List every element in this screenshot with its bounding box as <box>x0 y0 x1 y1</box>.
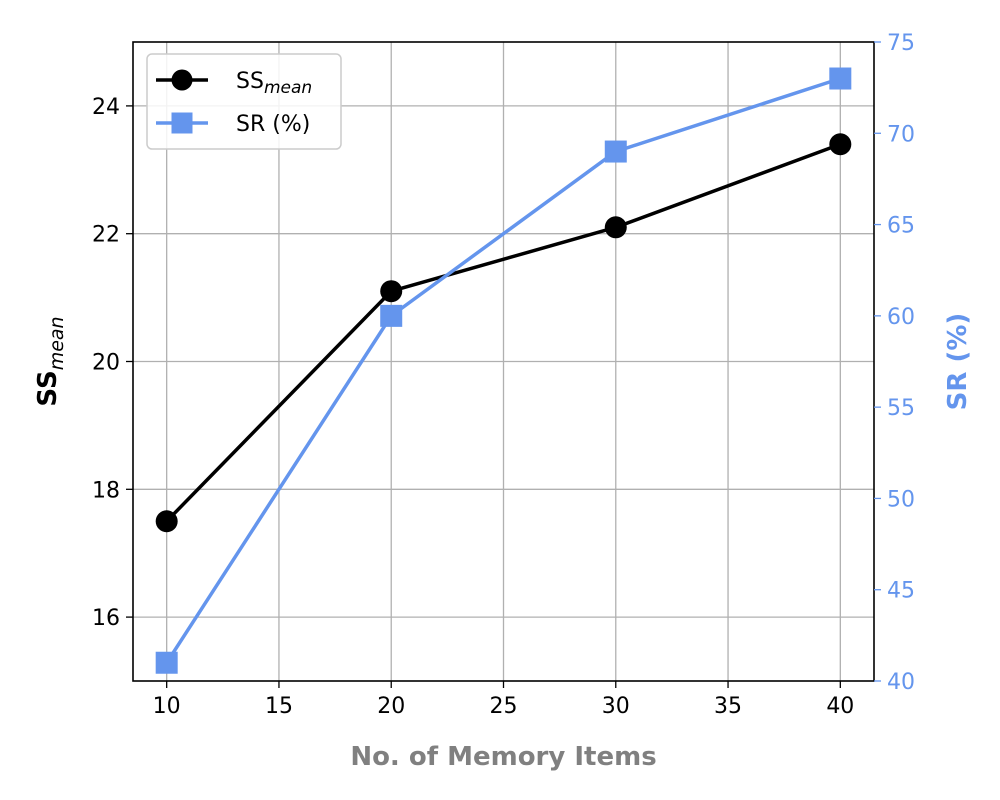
left-tick-label: 18 <box>92 478 120 503</box>
x-axis-ticks: 10 15 20 25 30 35 40 <box>153 681 854 719</box>
series-line-0 <box>165 142 841 523</box>
right-tick-label: 45 <box>887 579 915 604</box>
right-axis-title: SR (%) <box>943 313 973 411</box>
legend-ss-label: SSmean <box>236 69 312 98</box>
x-tick-label: 15 <box>265 694 293 719</box>
legend-ss-marker <box>171 69 193 91</box>
series-point-0 <box>829 133 852 156</box>
legend-sr-marker <box>171 112 193 134</box>
left-axis-ticks: 16 18 20 22 24 <box>92 95 133 631</box>
series-line-1 <box>165 76 841 664</box>
x-tick-label: 35 <box>714 694 742 719</box>
right-tick-label: 55 <box>887 396 915 421</box>
x-axis-title: No. of Memory Items <box>350 742 656 772</box>
right-tick-label: 65 <box>887 214 915 239</box>
x-tick-label: 20 <box>377 694 405 719</box>
right-tick-label: 75 <box>887 31 915 56</box>
series-point-1 <box>829 67 852 90</box>
series-point-1 <box>380 304 403 327</box>
series-point-1 <box>155 651 178 674</box>
right-tick-label: 60 <box>887 305 915 330</box>
series-point-0 <box>380 280 403 303</box>
legend-sr-label: SR (%) <box>236 112 310 137</box>
series-point-0 <box>604 216 627 239</box>
x-tick-label: 40 <box>826 694 854 719</box>
left-tick-label: 24 <box>92 95 120 120</box>
legend-box <box>146 53 342 150</box>
x-tick-label: 25 <box>490 694 518 719</box>
series-layer <box>155 67 852 674</box>
left-tick-label: 20 <box>92 351 120 376</box>
left-tick-label: 16 <box>92 606 120 631</box>
right-tick-label: 70 <box>887 122 915 147</box>
x-tick-label: 30 <box>602 694 630 719</box>
left-tick-label: 22 <box>92 223 120 248</box>
right-axis-ticks: 40 45 50 55 60 65 70 75 <box>874 31 915 695</box>
series-point-0 <box>155 510 178 533</box>
legend: SSmean SR (%) <box>146 53 342 150</box>
left-axis-title: SSmean <box>33 316 68 406</box>
x-tick-label: 10 <box>153 694 181 719</box>
series-point-1 <box>604 140 627 163</box>
right-tick-label: 40 <box>887 670 915 695</box>
right-tick-label: 50 <box>887 487 915 512</box>
